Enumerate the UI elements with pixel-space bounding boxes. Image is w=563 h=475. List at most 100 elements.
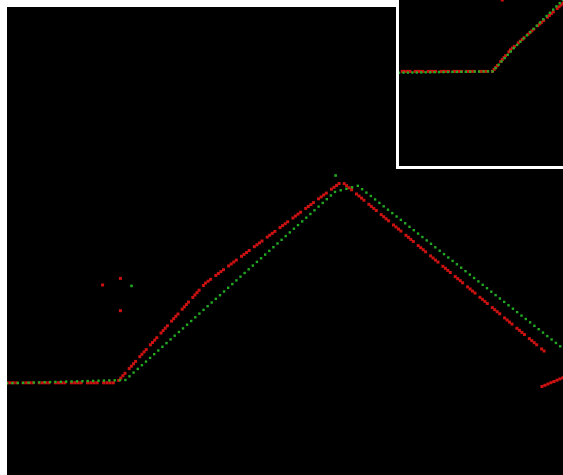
green-trace-point	[437, 70, 441, 74]
red-trace-point	[461, 281, 465, 285]
red-trace-point	[214, 274, 218, 277]
red-trace-point	[527, 337, 531, 341]
green-trace-point	[541, 331, 545, 334]
red-trace-point	[159, 331, 163, 335]
red-trace-point	[540, 20, 544, 24]
green-trace-point	[395, 215, 398, 218]
green-trace-point	[528, 321, 532, 324]
red-trace-point	[255, 243, 259, 247]
green-trace-point	[490, 290, 493, 293]
red-trace-point	[559, 3, 563, 7]
green-trace-point	[27, 381, 30, 384]
red-trace-point	[409, 237, 413, 241]
green-trace-point	[503, 56, 506, 60]
green-trace-point	[48, 380, 52, 384]
green-trace-point	[497, 63, 500, 66]
green-trace-point	[402, 71, 405, 74]
green-trace-point	[38, 381, 41, 384]
red-trace-point	[79, 381, 83, 385]
red-trace-point	[283, 222, 287, 226]
red-trace-point	[453, 275, 457, 279]
green-trace-point	[198, 312, 201, 315]
red-trace-point	[426, 69, 430, 73]
green-trace-point	[455, 70, 459, 74]
red-trace-point	[172, 317, 176, 321]
red-trace-point	[329, 187, 333, 191]
red-trace-point	[161, 329, 165, 333]
green-trace-point	[382, 205, 385, 208]
red-trace-point	[471, 289, 474, 293]
green-trace-point	[500, 60, 503, 63]
red-trace-point	[509, 48, 512, 52]
red-trace-point	[89, 381, 93, 385]
green-trace-point	[11, 381, 14, 385]
red-trace-point	[24, 381, 28, 385]
red-trace-point	[555, 7, 559, 10]
red-trace-point	[555, 378, 559, 382]
red-trace-point	[317, 197, 321, 201]
red-trace-point	[153, 338, 157, 342]
red-trace-point	[293, 214, 297, 218]
red-trace-point	[57, 381, 60, 385]
red-trace-point	[424, 250, 428, 254]
red-trace-point	[520, 330, 524, 334]
green-trace-point	[153, 353, 156, 356]
red-trace-point	[281, 224, 285, 228]
red-trace-point	[421, 248, 425, 252]
green-trace-point	[313, 209, 316, 212]
green-trace-point	[148, 356, 152, 360]
green-trace-point	[59, 380, 62, 383]
red-trace-point	[485, 302, 489, 305]
green-trace-point	[86, 379, 89, 383]
red-trace-point	[538, 22, 542, 26]
green-trace-point	[309, 212, 312, 216]
green-trace-point	[132, 371, 135, 374]
red-trace-point	[448, 271, 452, 274]
green-trace-point	[369, 194, 372, 198]
red-trace-point	[357, 194, 361, 198]
red-trace-point	[561, 376, 563, 380]
red-trace-point	[286, 220, 290, 224]
red-trace-point	[306, 205, 310, 208]
red-trace-point	[495, 64, 499, 67]
red-trace-point	[195, 291, 199, 295]
red-trace-point	[127, 367, 131, 371]
green-trace-point	[255, 260, 259, 264]
green-trace-point	[399, 71, 401, 74]
green-trace-point	[235, 279, 238, 282]
green-trace-point	[118, 378, 122, 382]
green-trace-point	[408, 225, 411, 228]
green-trace-point	[442, 252, 446, 256]
green-trace-point	[460, 266, 463, 269]
green-trace-point	[140, 364, 144, 367]
red-trace-point	[540, 347, 544, 351]
red-trace-point	[229, 262, 233, 266]
green-trace-point	[555, 5, 558, 8]
red-trace-point	[155, 336, 159, 340]
green-trace-point	[494, 66, 497, 70]
green-outlier-point	[130, 284, 133, 288]
red-trace-point	[163, 326, 167, 330]
red-trace-point	[384, 217, 388, 221]
green-trace-point	[75, 380, 79, 383]
red-trace-point	[470, 69, 474, 73]
red-trace-point	[140, 352, 144, 356]
green-trace-point	[425, 239, 428, 242]
green-trace-point	[239, 275, 242, 278]
red-trace-point	[345, 184, 349, 188]
green-trace-point	[128, 375, 131, 378]
red-trace-point	[191, 295, 195, 299]
red-trace-point	[270, 231, 274, 235]
green-trace-point	[535, 24, 538, 27]
red-trace-point	[399, 229, 403, 233]
green-trace-point	[520, 314, 523, 317]
green-trace-point	[43, 381, 46, 384]
red-trace-point	[324, 191, 328, 195]
red-trace-point	[498, 312, 502, 316]
red-trace-point	[219, 270, 223, 274]
green-trace-point	[451, 70, 454, 74]
green-trace-point	[552, 8, 555, 11]
red-trace-point	[495, 310, 499, 314]
red-trace-point	[245, 251, 249, 254]
red-trace-point	[382, 215, 386, 219]
